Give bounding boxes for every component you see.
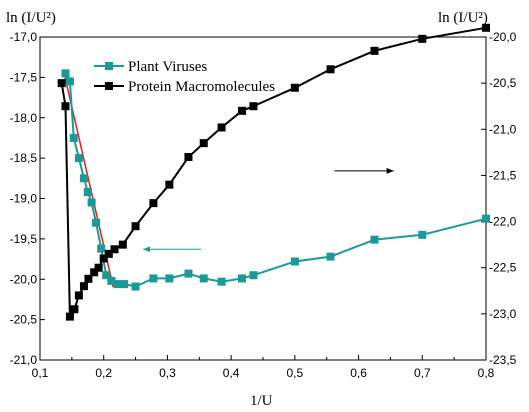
series-0-point-9 xyxy=(102,271,111,280)
series-0-point-0 xyxy=(61,69,70,78)
y-right-tick-label-1: -20,5 xyxy=(489,76,517,90)
y-axis-left-label: ln (I/U²) xyxy=(6,10,56,26)
x-tick-label-6: 0,7 xyxy=(414,366,431,380)
legend-label-protein-macromolecules: Protein Macromolecules xyxy=(128,79,275,95)
y-left-tick-label-6: -20,0 xyxy=(10,272,38,286)
series-1-point-4 xyxy=(74,291,83,300)
series-0-point-22 xyxy=(326,252,335,261)
series-1-point-18 xyxy=(217,123,226,132)
y-left-tick-label-7: -20,5 xyxy=(10,313,38,327)
y-right-tick-label-7: -23,5 xyxy=(489,353,517,367)
series-1-point-11 xyxy=(110,245,119,254)
series-0-point-4 xyxy=(79,174,88,183)
series-1-point-13 xyxy=(131,222,140,231)
y-right-tick-label-0: -20,0 xyxy=(489,30,517,44)
series-0-point-8 xyxy=(97,244,106,253)
series-0-point-10 xyxy=(107,276,116,285)
series-0-point-25 xyxy=(482,214,490,223)
series-1-point-12 xyxy=(118,240,127,249)
series-1-point-17 xyxy=(199,139,208,148)
axis-ticks: 0,1 0,2 0,3 0,4 0,5 0,6 0,7 0,8 -17,0 -17,5 -18,0 -… xyxy=(10,30,517,380)
series-0-point-23 xyxy=(370,235,379,244)
y-left-tick-label-8: -21,0 xyxy=(10,353,38,367)
series-1-point-2 xyxy=(65,312,74,321)
series-1-point-22 xyxy=(326,65,335,74)
series-1-point-5 xyxy=(79,282,88,291)
series-0-point-5 xyxy=(83,188,92,197)
series-1-point-23 xyxy=(370,46,379,55)
series-0-point-20 xyxy=(249,271,258,280)
series-0-point-21 xyxy=(290,257,299,266)
legend-marker-protein-macromolecules xyxy=(105,82,113,90)
y-left-tick-label-1: -17,5 xyxy=(10,70,38,84)
y-right-tick-label-2: -21,0 xyxy=(489,122,517,136)
series-1-point-24 xyxy=(418,34,427,43)
x-tick-label-7: 0,8 xyxy=(478,366,495,380)
series-1-point-1 xyxy=(61,102,70,111)
series-1-point-21 xyxy=(290,83,299,92)
x-tick-label-5: 0,6 xyxy=(350,366,367,380)
y-axis-right-label: ln (I/U²) xyxy=(438,10,488,26)
series-1-point-15 xyxy=(165,180,174,189)
series-1-point-19 xyxy=(237,106,246,115)
series-0-point-17 xyxy=(199,274,208,283)
x-tick-label-4: 0,5 xyxy=(287,366,304,380)
series-line-1 xyxy=(60,26,487,321)
series-0-point-18 xyxy=(217,277,226,286)
series-0-point-15 xyxy=(165,274,174,283)
series-1-point-8 xyxy=(94,263,103,272)
x-tick-label-2: 0,3 xyxy=(159,366,176,380)
series-0-point-3 xyxy=(74,154,83,163)
series-1-point-16 xyxy=(184,152,193,161)
y-left-tick-label-4: -19,0 xyxy=(10,192,38,206)
y-right-tick-label-5: -22,5 xyxy=(489,261,517,275)
series-0-point-16 xyxy=(184,269,193,278)
series-1-point-9 xyxy=(99,254,108,263)
series-0-point-12 xyxy=(120,280,129,289)
series-1-point-7 xyxy=(90,268,99,277)
y-left-tick-label-0: -17,0 xyxy=(10,30,38,44)
series-1-point-14 xyxy=(149,199,158,208)
legend: Plant Viruses Protein Macromolecules xyxy=(94,59,275,95)
y-left-tick-label-3: -18,5 xyxy=(10,151,38,165)
series-1-point-6 xyxy=(84,274,93,283)
y-right-tick-label-4: -22,0 xyxy=(489,215,517,229)
legend-marker-plant-viruses xyxy=(105,62,113,70)
series-0-point-19 xyxy=(237,274,246,283)
series-group xyxy=(57,23,490,321)
y-left-tick-label-2: -18,0 xyxy=(10,111,38,125)
series-0-point-14 xyxy=(149,274,158,283)
series-0-point-7 xyxy=(92,218,101,227)
series-0-point-11 xyxy=(113,280,122,289)
x-tick-label-0: 0,1 xyxy=(32,366,49,380)
x-axis-label: 1/U xyxy=(250,393,273,409)
series-0-point-13 xyxy=(131,282,140,291)
series-1-point-10 xyxy=(104,249,113,258)
y-left-tick-label-5: -19,5 xyxy=(10,232,38,246)
series-0-point-24 xyxy=(418,230,427,239)
x-tick-label-1: 0,2 xyxy=(95,366,112,380)
series-0-point-6 xyxy=(87,198,96,207)
annotations-group xyxy=(143,167,394,253)
series-1-point-25 xyxy=(482,23,490,32)
y-right-tick-label-3: -21,5 xyxy=(489,168,517,182)
series-1-point-20 xyxy=(249,102,258,111)
legend-label-plant-viruses: Plant Viruses xyxy=(128,59,207,75)
series-0-point-1 xyxy=(65,77,74,86)
series-1-point-3 xyxy=(70,305,79,314)
y-right-tick-label-6: -23,0 xyxy=(489,307,517,321)
series-line-0 xyxy=(64,72,487,288)
series-1-point-0 xyxy=(57,79,66,88)
x-tick-label-3: 0,4 xyxy=(223,366,240,380)
series-0-point-2 xyxy=(69,133,78,142)
